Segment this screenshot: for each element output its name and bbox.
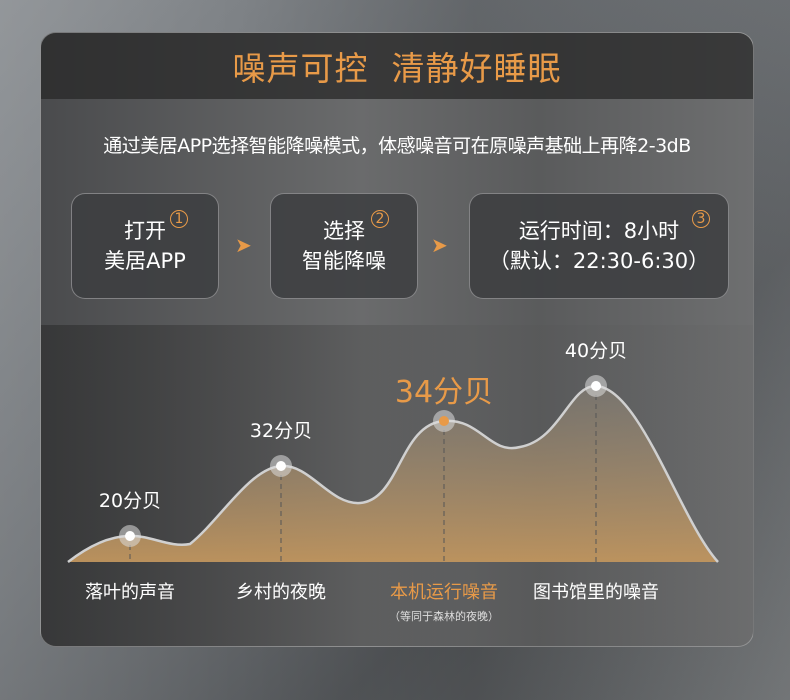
step-2: 选择 智能降噪 2 <box>270 193 418 299</box>
category-label: 图书馆里的噪音 <box>533 582 659 603</box>
chart-area <box>68 385 718 562</box>
category-note: （等同于森林的夜晚） <box>389 610 499 623</box>
data-point <box>276 461 286 471</box>
data-label: 40分贝 <box>564 340 628 362</box>
step-1: 打开 美居APP 1 <box>71 193 219 299</box>
category-label: 本机运行噪音 <box>390 582 498 603</box>
step-3-line1: 运行时间：8小时 <box>518 219 680 243</box>
data-point <box>125 531 135 541</box>
data-label: 20分贝 <box>98 490 162 512</box>
data-label: 34分贝 <box>394 375 494 410</box>
data-point <box>591 381 601 391</box>
arrow-icon: ➤ <box>235 233 252 257</box>
step-3: 运行时间：8小时 （默认：22:30-6:30） 3 <box>469 193 729 299</box>
step-2-line1: 选择 <box>323 219 365 243</box>
page-title: 噪声可控 清静好睡眠 <box>232 49 562 88</box>
step-1-line1: 打开 <box>124 219 166 243</box>
subtitle: 通过美居APP选择智能降噪模式，体感噪音可在原噪声基础上再降2-3dB <box>103 135 691 157</box>
step-2-line2: 智能降噪 <box>302 249 386 273</box>
data-label: 32分贝 <box>249 420 313 442</box>
step-1-number: 1 <box>170 210 188 228</box>
header-band: 噪声可控 清静好睡眠 <box>41 33 753 99</box>
category-label: 乡村的夜晚 <box>236 582 326 603</box>
step-3-number: 3 <box>692 210 710 228</box>
category-label: 落叶的声音 <box>85 582 175 603</box>
step-2-number: 2 <box>371 210 389 228</box>
step-1-line2: 美居APP <box>104 249 186 273</box>
data-point <box>439 416 449 426</box>
arrow-icon: ➤ <box>431 233 448 257</box>
step-3-line2: （默认：22:30-6:30） <box>488 249 710 273</box>
